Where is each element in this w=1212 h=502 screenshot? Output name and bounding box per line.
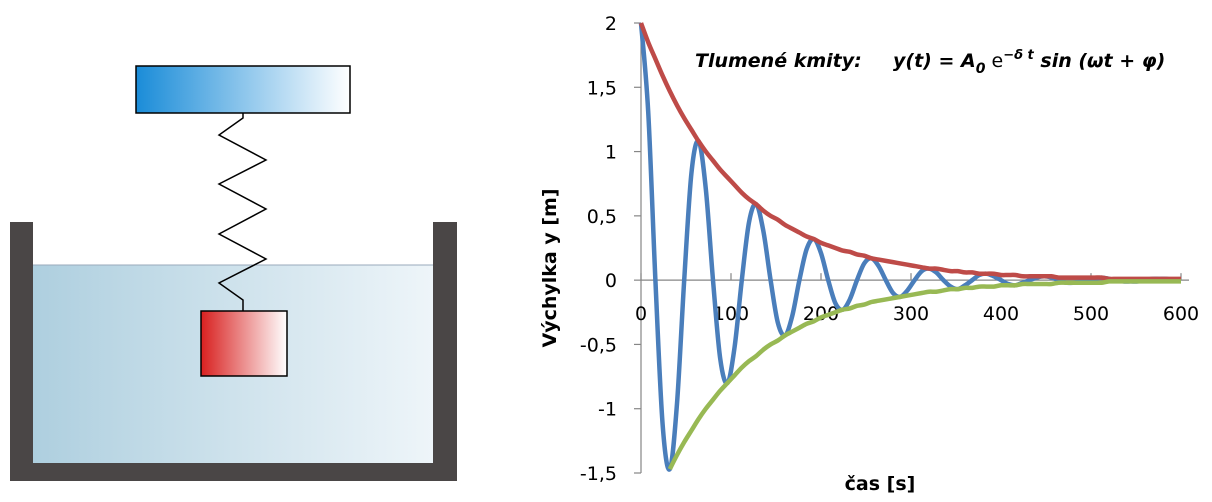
x-tick-label: 0 xyxy=(635,303,647,325)
diagram xyxy=(10,65,457,481)
annotation: Tlumené kmity: xyxy=(695,50,862,72)
chart: -1,5-1-0,500,511,520 100 200 300 400 500 600 xyxy=(580,13,1199,485)
y-tick-label: 1,5 xyxy=(587,77,617,99)
formula: y(t) = A0 e−δ t sin (ωt + φ) xyxy=(893,48,1165,77)
series-line xyxy=(638,22,1181,282)
y-tick-label: 1 xyxy=(605,142,617,164)
formula-part: y(t) = A xyxy=(893,50,976,72)
x-tick-label: 600 xyxy=(1163,303,1199,325)
x-axis-title: čas [s] xyxy=(845,473,916,495)
formula-sup: −δ t xyxy=(1003,48,1034,63)
y-tick-label: 2 xyxy=(605,13,617,35)
y-tick-label: 0,5 xyxy=(587,206,617,228)
y-tick-label: -1 xyxy=(598,399,617,421)
y-tick-label: -1,5 xyxy=(580,463,617,485)
series-line xyxy=(638,22,1182,472)
series-line xyxy=(667,279,1181,471)
support-block xyxy=(135,65,351,114)
spring xyxy=(217,113,268,312)
y-tick-label: -0,5 xyxy=(580,334,617,356)
formula-part: e xyxy=(985,50,1003,72)
y-axis-title: Výchylka y [m] xyxy=(539,188,561,347)
x-tick-label: 300 xyxy=(893,303,929,325)
x-tick-label: 500 xyxy=(1073,303,1109,325)
mass-block xyxy=(200,310,288,377)
y-tick-label: 0 xyxy=(605,270,617,292)
formula-part: sin (ωt + φ) xyxy=(1034,50,1166,72)
x-tick-label: 400 xyxy=(983,303,1019,325)
formula-sub: 0 xyxy=(976,61,986,77)
